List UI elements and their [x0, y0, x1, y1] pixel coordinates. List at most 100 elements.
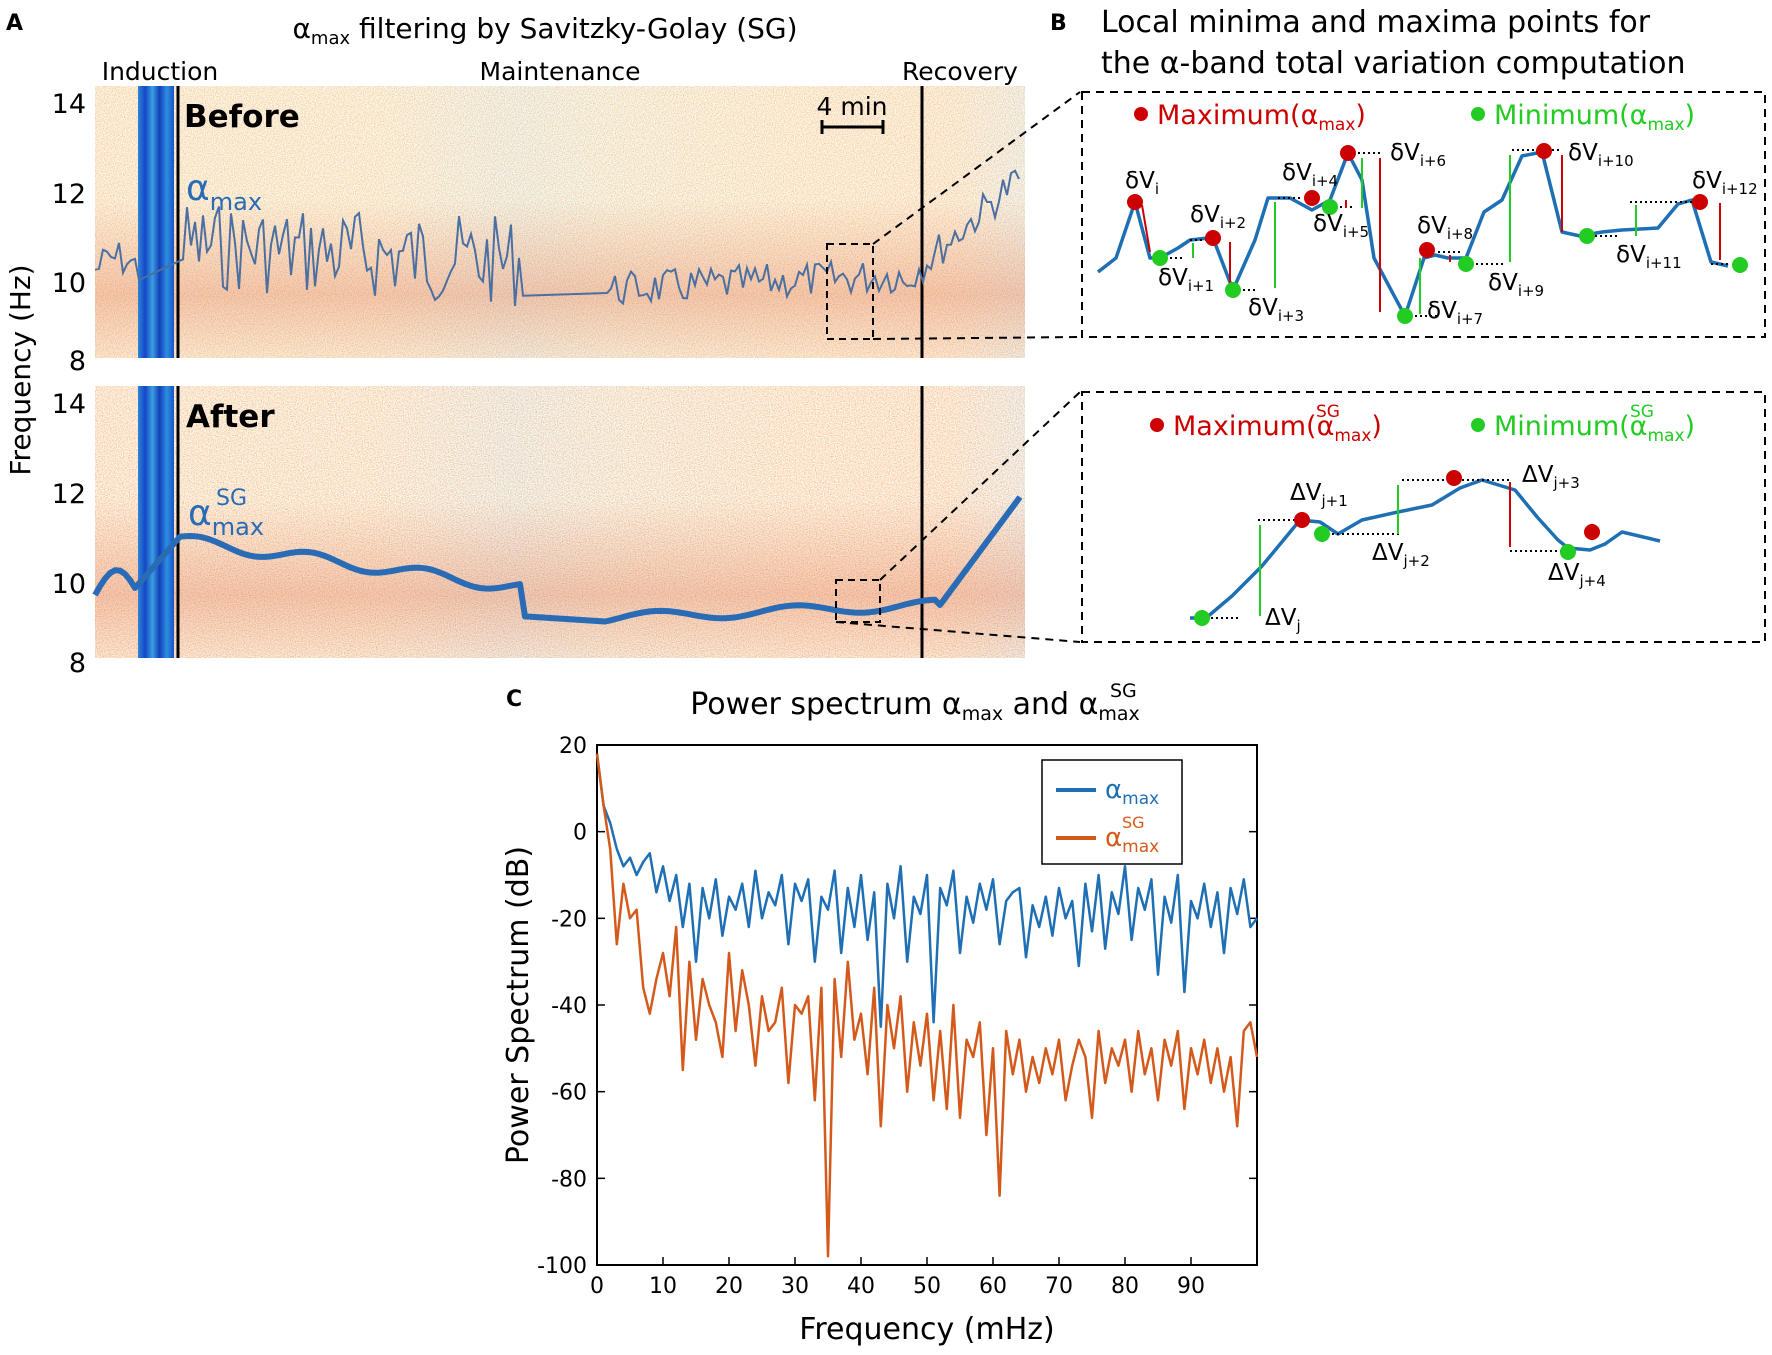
min-point [1225, 282, 1241, 298]
chart-legend: αmax αmax SG [1041, 759, 1183, 865]
x-tick-label: 60 [979, 1274, 1007, 1299]
label-dv-i: δVi [1125, 168, 1159, 198]
legend-min-dot-top [1471, 107, 1485, 121]
label-dv-j4: ΔVj+4 [1548, 560, 1606, 590]
label-dv-i9: δVi+9 [1488, 270, 1544, 300]
zoom-arrows-top [1141, 155, 1721, 314]
spectrogram-after: After αmax SG [92, 386, 1025, 658]
y-tick-top-8: 8 [69, 346, 86, 377]
zoom-labels-bottom: ΔVj ΔVj+1 ΔVj+2 ΔVj+3 ΔVj+4 [1265, 462, 1606, 635]
spectrogram-before: Before αmax 4 min [94, 86, 1025, 358]
chart-title-pre: Power spectrum α [690, 687, 962, 722]
panel-b-title-line2: the α-band total variation computation [1101, 46, 1685, 81]
after-series-label: αmax [188, 493, 264, 541]
chart-title: Power spectrum αmax and αmax [690, 687, 1140, 725]
max-point [1294, 512, 1310, 528]
panel-a-letter: A [6, 11, 23, 36]
x-tick-label: 20 [715, 1274, 743, 1299]
legend-min-top: Minimum(αmax) [1494, 100, 1695, 135]
scale-bar-label: 4 min [817, 92, 888, 121]
connector-top-upper [872, 91, 1081, 245]
zoom-connectors [835, 91, 1081, 643]
panel-b-letter: B [1050, 11, 1067, 36]
connector-bottom-upper [879, 391, 1081, 581]
label-dv-i4: δVi+4 [1282, 160, 1338, 190]
y-tick-top-12: 12 [52, 179, 86, 210]
panel-c-letter: C [506, 687, 522, 712]
y-tick-top-10: 10 [52, 268, 86, 299]
y-tick-label: -80 [551, 1167, 587, 1192]
y-tick-label: -100 [537, 1254, 587, 1279]
panel-b-top-box [1081, 91, 1766, 338]
after-series-sub: max [212, 513, 264, 541]
panel-a-title: αmax filtering by Savitzky-Golay (SG) [292, 12, 797, 49]
phase-induction: Induction [102, 57, 219, 86]
legend-max-bottom-pre: Maximum(α [1173, 411, 1334, 442]
label-dv-i11: δVi+11 [1616, 242, 1682, 272]
label-dv-j1: ΔVj+1 [1290, 480, 1348, 510]
legend-max-bottom-sup: SG [1316, 402, 1340, 422]
y-tick-label: -60 [551, 1081, 587, 1106]
panel-a-title-rest: filtering by Savitzky-Golay (SG) [350, 12, 797, 45]
x-tick-label: 70 [1045, 1274, 1073, 1299]
zoom-dotted-levels-bottom [1206, 479, 1568, 619]
panel-a-title-sub: max [311, 28, 351, 49]
max-point [1304, 190, 1320, 206]
spectrogram-after-blue-strip [138, 386, 174, 658]
label-dv-j3: ΔVj+3 [1522, 462, 1580, 492]
series-line-alpha-max [595, 753, 1258, 1028]
label-dv-j2: ΔVj+2 [1372, 540, 1430, 570]
legend-max-top-close: ) [1355, 100, 1366, 131]
legend-max-dot-bottom [1150, 418, 1164, 432]
max-point [1536, 143, 1552, 159]
phase-maintenance: Maintenance [480, 57, 641, 86]
min-point [1732, 257, 1748, 273]
label-dv-i12: δVi+12 [1692, 168, 1758, 198]
before-series-alpha: α [186, 168, 210, 209]
chart-title-sub1: max [962, 703, 1003, 725]
zoom-points-bottom [1194, 470, 1600, 626]
label-dv-i7: δVi+7 [1427, 298, 1483, 328]
legend-min-top-sub: max [1647, 115, 1684, 135]
label-dv-i5: δVi+5 [1313, 211, 1369, 241]
y-tick-label: 0 [573, 821, 587, 846]
legend-min-dot-bottom [1471, 418, 1485, 432]
legend-min-bottom: Minimum(αmax) [1494, 411, 1695, 446]
legend-min-bottom-sup: SG [1630, 402, 1654, 422]
chart-title-sub2: max [1098, 703, 1139, 725]
after-series-sup: SG [216, 486, 247, 511]
y-tick-label: -20 [551, 907, 587, 932]
zoom-arrows-bottom [1259, 482, 1511, 616]
panel-c: C Power spectrum αmax and αmax SG 0 10 20 3… [501, 680, 1259, 1347]
x-tick-label: 50 [913, 1274, 941, 1299]
max-point [1584, 524, 1600, 540]
label-dv-i1: δVi+1 [1158, 265, 1214, 295]
panel-a-title-alpha: α [292, 12, 310, 45]
label-dv-i10: δVi+10 [1568, 140, 1634, 170]
alpha-max-sg-trace [92, 495, 1023, 625]
min-point [1322, 199, 1338, 215]
y-axis-label: Power Spectrum (dB) [501, 846, 536, 1164]
label-dv-i3: δVi+3 [1248, 295, 1304, 325]
x-axis-label: Frequency (mHz) [799, 1312, 1054, 1347]
legend-min-bottom-sub: max [1647, 426, 1684, 446]
legend-label-alpha-max: αmax [1105, 775, 1159, 809]
max-point [1205, 230, 1221, 246]
min-point [1194, 610, 1210, 626]
zoom-box-top [826, 243, 874, 340]
max-point [1446, 470, 1462, 486]
x-tick-label: 0 [590, 1274, 604, 1299]
legend-max-top-pre: Maximum(α [1157, 100, 1318, 131]
spectrogram-after-redband [95, 500, 1025, 658]
max-point [1692, 194, 1708, 210]
legend-max-top-sub: max [1318, 115, 1355, 135]
legend-box [1041, 759, 1183, 865]
series-line-alpha-max-sg [595, 753, 1259, 1258]
label-dv-j: ΔVj [1265, 605, 1301, 635]
x-tick-label: 10 [649, 1274, 677, 1299]
zoom-points-top [1127, 143, 1748, 324]
legend-max-bottom-sub: max [1334, 426, 1371, 446]
legend-min-bottom-close: ) [1685, 411, 1696, 442]
y-tick-bottom-14: 14 [52, 389, 86, 420]
max-point [1419, 242, 1435, 258]
